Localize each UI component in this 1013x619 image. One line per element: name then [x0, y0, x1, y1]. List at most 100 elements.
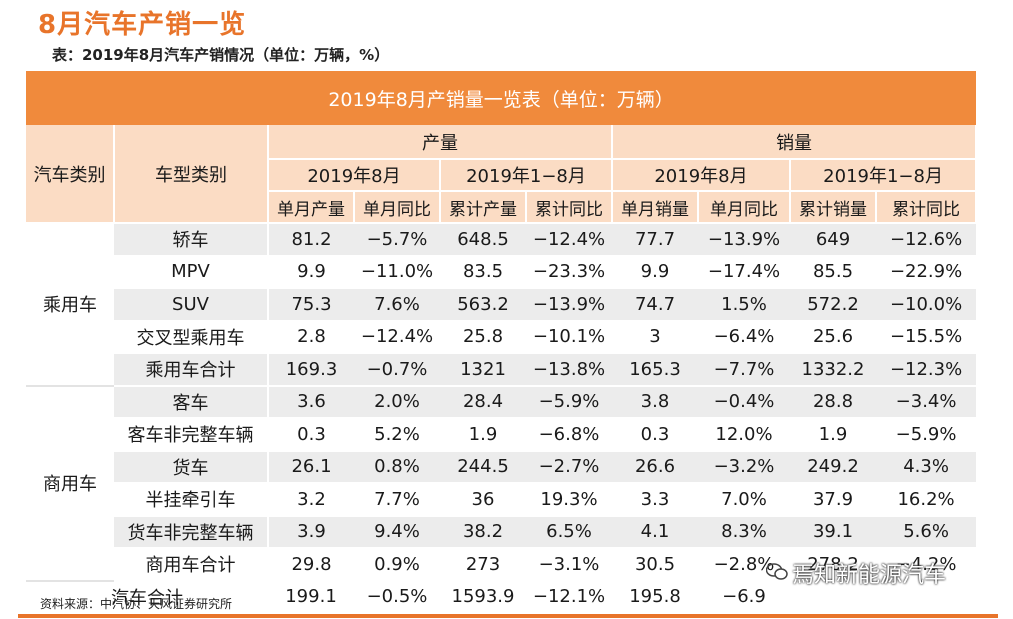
total-label: 汽车合计: [26, 580, 268, 612]
table-cell: 16.2%: [876, 483, 977, 517]
table-cell: 26.6: [612, 450, 698, 484]
table-cell: 0.3: [612, 418, 698, 452]
table-cell: 244.5: [440, 450, 526, 484]
table-cell: 77.7: [612, 223, 698, 257]
page-title: 8月汽车产销一览: [38, 10, 247, 40]
table-cell: 38.2: [440, 515, 526, 549]
table-cell: 1593.9: [440, 580, 526, 612]
table-row: 客车非完整车辆 0.3 5.2% 1.9 −6.8% 0.3 12.0% 1.9 −5.9%: [26, 418, 977, 452]
header-period-month: 2019年8月: [612, 159, 791, 192]
table-cell: 572.2: [790, 288, 876, 322]
table-cell: −23.3%: [526, 255, 612, 289]
table-cell: 85.5: [790, 255, 876, 289]
table-cell: 9.4%: [354, 515, 440, 549]
table-cell: −4.2%: [876, 548, 977, 582]
table-cell: −6.4%: [698, 320, 790, 354]
table-cell: 1321: [440, 353, 526, 387]
column-header: 单月同比: [698, 191, 791, 224]
table-cell: 1.9: [440, 418, 526, 452]
column-header: 累计产量: [440, 191, 527, 224]
table-cell: 5.2%: [354, 418, 440, 452]
table-cell: 5.6%: [876, 515, 977, 549]
table-row: 货车 26.1 0.8% 244.5 −2.7% 26.6 −3.2% 249.2 4.3%: [26, 450, 977, 484]
table-cell: −6.8%: [526, 418, 612, 452]
table-cell: 28.8: [790, 385, 876, 419]
header-category: 汽车类别: [26, 125, 115, 224]
table-cell: 29.8: [268, 548, 354, 582]
model-cell: 轿车: [114, 223, 269, 257]
column-header: 累计同比: [876, 191, 978, 224]
table-row: SUV 75.3 7.6% 563.2 −13.9% 74.7 1.5% 572.2 −10.0…: [26, 288, 977, 322]
table-cell: −3.1%: [526, 548, 612, 582]
sales-table: 2019年8月产销量一览表（单位：万辆） 汽车类别 车型类别 产量 销量 201…: [26, 71, 978, 612]
table-cell: 9.9: [268, 255, 354, 289]
column-header: 累计销量: [790, 191, 877, 224]
table-cell: 7.6%: [354, 288, 440, 322]
table-cell: −0.5%: [354, 580, 440, 612]
table-cell: −7.7%: [698, 353, 790, 387]
model-cell: 客车非完整车辆: [114, 418, 269, 452]
table-cell: 2.8: [268, 320, 354, 354]
table-cell: −6.9: [698, 580, 790, 612]
table-cell: 3.9: [268, 515, 354, 549]
table-cell: 4.1: [612, 515, 698, 549]
table-cell: 74.7: [612, 288, 698, 322]
header-period-month: 2019年8月: [268, 159, 441, 192]
model-cell: 客车: [114, 385, 269, 419]
column-header: 单月同比: [354, 191, 441, 224]
model-cell: 商用车合计: [114, 548, 269, 582]
table-row: 乘用车合计 169.3 −0.7% 1321 −13.8% 165.3 −7.7% 1332.…: [26, 353, 977, 387]
table-caption: 表：2019年8月汽车产销情况（单位：万辆，%）: [52, 46, 390, 64]
table-cell: −3.4%: [876, 385, 977, 419]
wechat-icon: [766, 563, 788, 580]
table-cell: −0.4%: [698, 385, 790, 419]
table-cell: −2.7%: [526, 450, 612, 484]
table-row: 半挂牵引车 3.2 7.7% 36 19.3% 3.3 7.0% 37.9 16.2%: [26, 483, 977, 517]
header-period-ytd: 2019年1−8月: [440, 159, 613, 192]
table-cell: 4.3%: [876, 450, 977, 484]
table-cell: −10.1%: [526, 320, 612, 354]
table-cell: −3.2%: [698, 450, 790, 484]
table-title: 2019年8月产销量一览表（单位：万辆）: [26, 71, 977, 125]
table-cell: 25.6: [790, 320, 876, 354]
table-row: MPV 9.9 −11.0% 83.5 −23.3% 9.9 −17.4% 85.5 −22.9…: [26, 255, 977, 289]
model-cell: 货车非完整车辆: [114, 515, 269, 549]
table-row: 乘用车 轿车 81.2 −5.7% 648.5 −12.4% 77.7 −13.9% 649 −1…: [26, 223, 977, 387]
table-cell: 0.3: [268, 418, 354, 452]
table-cell: 28.4: [440, 385, 526, 419]
table-cell: 3.6: [268, 385, 354, 419]
model-cell: SUV: [114, 288, 269, 322]
table-cell: 25.8: [440, 320, 526, 354]
model-cell: MPV: [114, 255, 269, 289]
table-cell: 7.7%: [354, 483, 440, 517]
table-cell: 26.1: [268, 450, 354, 484]
table-cell: 3.8: [612, 385, 698, 419]
table-cell: 1332.2: [790, 353, 876, 387]
table-cell: 0.8%: [354, 450, 440, 484]
table-cell: −12.4%: [354, 320, 440, 354]
table-cell: −5.7%: [354, 223, 440, 257]
table-cell: −22.9%: [876, 255, 977, 289]
header-sales: 销量: [612, 125, 978, 160]
model-cell: 半挂牵引车: [114, 483, 269, 517]
table-cell: 39.1: [790, 515, 876, 549]
column-header: 单月销量: [612, 191, 699, 224]
table-cell: −15.5%: [876, 320, 977, 354]
bottom-rule: [18, 614, 998, 618]
table-cell: −17.4%: [698, 255, 790, 289]
table-row: 货车非完整车辆 3.9 9.4% 38.2 6.5% 4.1 8.3% 39.1 5.6%: [26, 515, 977, 549]
table-cell: −0.7%: [354, 353, 440, 387]
table-cell: 169.3: [268, 353, 354, 387]
table-cell: 3: [612, 320, 698, 354]
table-cell: [876, 580, 977, 612]
table-cell: 36: [440, 483, 526, 517]
model-cell: 乘用车合计: [114, 353, 269, 387]
table-cell: 1.9: [790, 418, 876, 452]
table-cell: −12.4%: [526, 223, 612, 257]
table-cell: 9.9: [612, 255, 698, 289]
table-cell: 649: [790, 223, 876, 257]
table-cell: 199.1: [268, 580, 354, 612]
table-cell: 2.0%: [354, 385, 440, 419]
model-cell: 交叉型乘用车: [114, 320, 269, 354]
table-row: 交叉型乘用车 2.8 −12.4% 25.8 −10.1% 3 −6.4% 25.6 −15.5…: [26, 320, 977, 354]
